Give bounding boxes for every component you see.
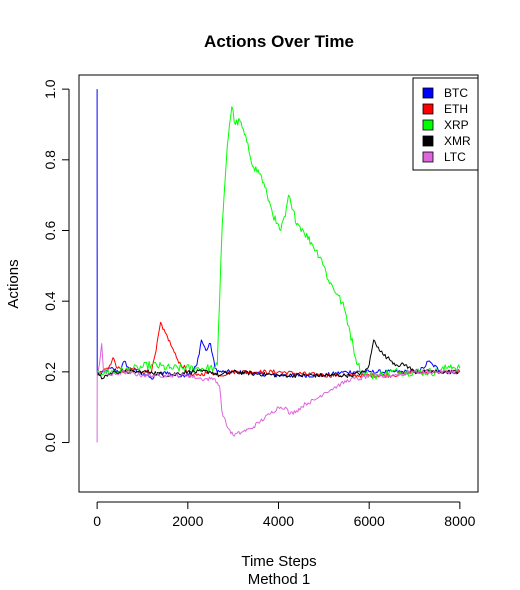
x-tick-label: 4000 — [263, 513, 294, 529]
series-line-xrp — [96, 106, 461, 380]
legend-label-xrp: XRP — [444, 118, 469, 132]
y-tick-label: 1.0 — [42, 79, 58, 99]
x-axis-title: Time Steps — [241, 553, 316, 570]
x-tick-label: 2000 — [172, 513, 203, 529]
legend-label-ltc: LTC — [444, 150, 466, 164]
y-axis: 0.0 0.2 0.4 0.6 0.8 1.0 — [42, 79, 70, 453]
plot-box — [78, 74, 479, 493]
x-tick-label: 6000 — [354, 513, 385, 529]
x-axis-subtitle: Method 1 — [248, 571, 311, 588]
chart-title: Actions Over Time — [204, 32, 354, 51]
x-axis: 0 2000 4000 6000 8000 — [93, 501, 476, 529]
legend-swatch-btc — [422, 87, 434, 99]
legend-swatch-eth — [422, 103, 434, 115]
legend-label-xmr: XMR — [444, 134, 471, 148]
legend-swatch-xrp — [422, 119, 434, 131]
legend: BTC ETH XRP XMR LTC — [412, 77, 479, 171]
legend-label-btc: BTC — [444, 86, 468, 100]
legend-swatch-xmr — [422, 135, 434, 147]
y-tick-label: 0.8 — [42, 150, 58, 170]
x-tick-label: 0 — [93, 513, 101, 529]
y-tick-label: 0.0 — [42, 433, 58, 453]
legend-label-eth: ETH — [444, 102, 468, 116]
legend-swatch-ltc — [422, 151, 434, 163]
series-line-xmr — [96, 339, 461, 380]
series-line-ltc — [96, 343, 461, 443]
series-line-eth — [96, 321, 461, 378]
series-layer — [96, 89, 461, 443]
y-tick-label: 0.6 — [42, 221, 58, 241]
y-axis-title: Actions — [5, 259, 22, 308]
y-tick-label: 0.4 — [42, 291, 58, 311]
series-line-btc — [96, 89, 461, 380]
y-tick-label: 0.2 — [42, 362, 58, 382]
x-tick-label: 8000 — [444, 513, 475, 529]
